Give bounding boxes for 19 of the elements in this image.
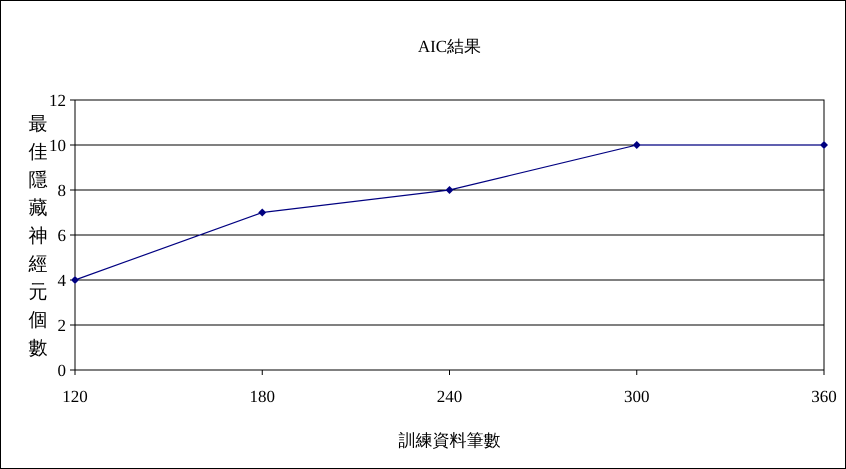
- x-tick-label: 360: [811, 387, 837, 406]
- x-axis-title: 訓練資料筆數: [398, 431, 500, 450]
- x-tick-label: 120: [62, 387, 88, 406]
- chart-title: AIC結果: [418, 37, 482, 56]
- x-tick-label: 300: [624, 387, 650, 406]
- point: [632, 141, 641, 149]
- y-tick-label: 2: [58, 316, 66, 335]
- y-tick-label: 8: [58, 181, 66, 200]
- y-tick-label: 0: [58, 361, 66, 380]
- x-tick-label: 180: [250, 387, 275, 406]
- y-tick-label: 12: [49, 91, 66, 110]
- y-tick-label: 4: [58, 271, 66, 290]
- point: [258, 208, 266, 216]
- x-tick-label: 240: [436, 387, 462, 406]
- text: 最佳隱藏神經元個數: [28, 114, 48, 359]
- point: [820, 141, 828, 149]
- y-tick-label: 10: [49, 136, 66, 155]
- point: [446, 186, 454, 194]
- y-tick-label: 6: [58, 226, 66, 245]
